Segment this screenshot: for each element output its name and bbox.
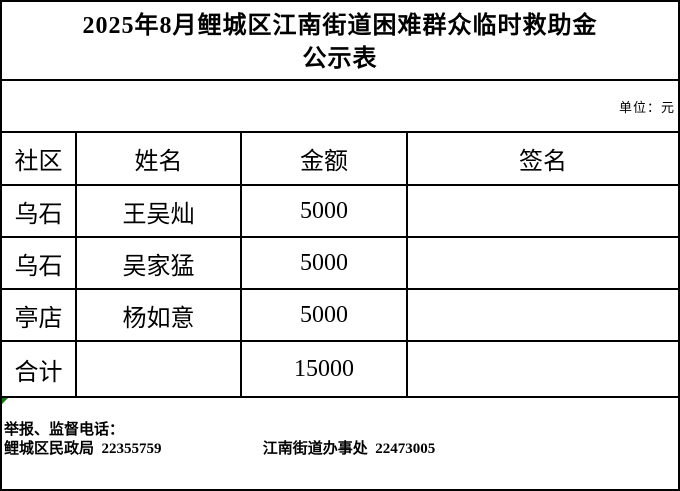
table-row: 亭店 杨如意 5000 — [2, 288, 678, 342]
cell-name: 吴家猛 — [75, 236, 242, 290]
cell-community: 乌石 — [2, 236, 77, 290]
contact-civil-affairs-bureau: 鲤城区民政局 22355759 — [4, 441, 162, 457]
total-name-cell — [75, 340, 242, 397]
col-header-signature: 签名 — [406, 132, 678, 186]
cell-community: 乌石 — [2, 184, 77, 238]
table-row: 乌石 吴家猛 5000 — [2, 236, 678, 290]
unit-label: 单位：元 — [618, 99, 675, 115]
cell-name: 杨如意 — [75, 288, 242, 342]
cell-signature — [406, 236, 678, 290]
table-total-row: 合计 15000 — [2, 340, 678, 397]
col-header-community: 社区 — [2, 132, 77, 186]
relief-table: 社区 姓名 金额 签名 乌石 王吴灿 5000 乌石 吴家猛 5000 亭店 杨… — [2, 132, 678, 397]
contact-street-office: 江南街道办事处 22473005 — [262, 441, 436, 457]
col-header-name: 姓名 — [75, 132, 242, 186]
cell-name: 王吴灿 — [75, 184, 242, 238]
title-cell: 2025年8月鲤城区江南街道困难群众临时救助金 公示表 — [2, 2, 678, 81]
total-label: 合计 — [2, 340, 77, 397]
unit-row: 单位：元 — [2, 81, 678, 133]
cell-community: 亭店 — [2, 288, 77, 342]
footer-cell: 举报、监督电话： 鲤城区民政局 22355759 江南街道办事处 2247300… — [2, 396, 678, 489]
col-header-amount: 金额 — [240, 132, 408, 186]
cell-amount: 5000 — [240, 236, 408, 290]
table-row: 乌石 王吴灿 5000 — [2, 184, 678, 238]
total-amount: 15000 — [240, 340, 408, 397]
total-signature-cell — [406, 340, 678, 397]
page-title-line2: 公示表 — [302, 45, 378, 72]
cell-signature — [406, 184, 678, 238]
hotline-contacts: 鲤城区民政局 22355759 江南街道办事处 22473005 — [4, 440, 678, 459]
table-header-row: 社区 姓名 金额 签名 — [2, 132, 678, 186]
cell-signature — [406, 288, 678, 342]
cell-amount: 5000 — [240, 184, 408, 238]
hotline-title: 举报、监督电话： — [4, 422, 125, 438]
cell-amount: 5000 — [240, 288, 408, 342]
page-title-line1: 2025年8月鲤城区江南街道困难群众临时救助金 — [82, 12, 598, 39]
cell-error-indicator-icon — [2, 398, 8, 404]
